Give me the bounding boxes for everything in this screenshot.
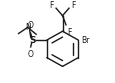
Text: N: N <box>25 23 30 32</box>
Text: F: F <box>71 1 75 10</box>
Text: S: S <box>29 36 36 45</box>
Text: F: F <box>49 1 53 10</box>
Text: F: F <box>67 28 71 38</box>
Text: Br: Br <box>81 36 89 45</box>
Text: O: O <box>27 21 33 30</box>
Text: O: O <box>27 50 33 59</box>
